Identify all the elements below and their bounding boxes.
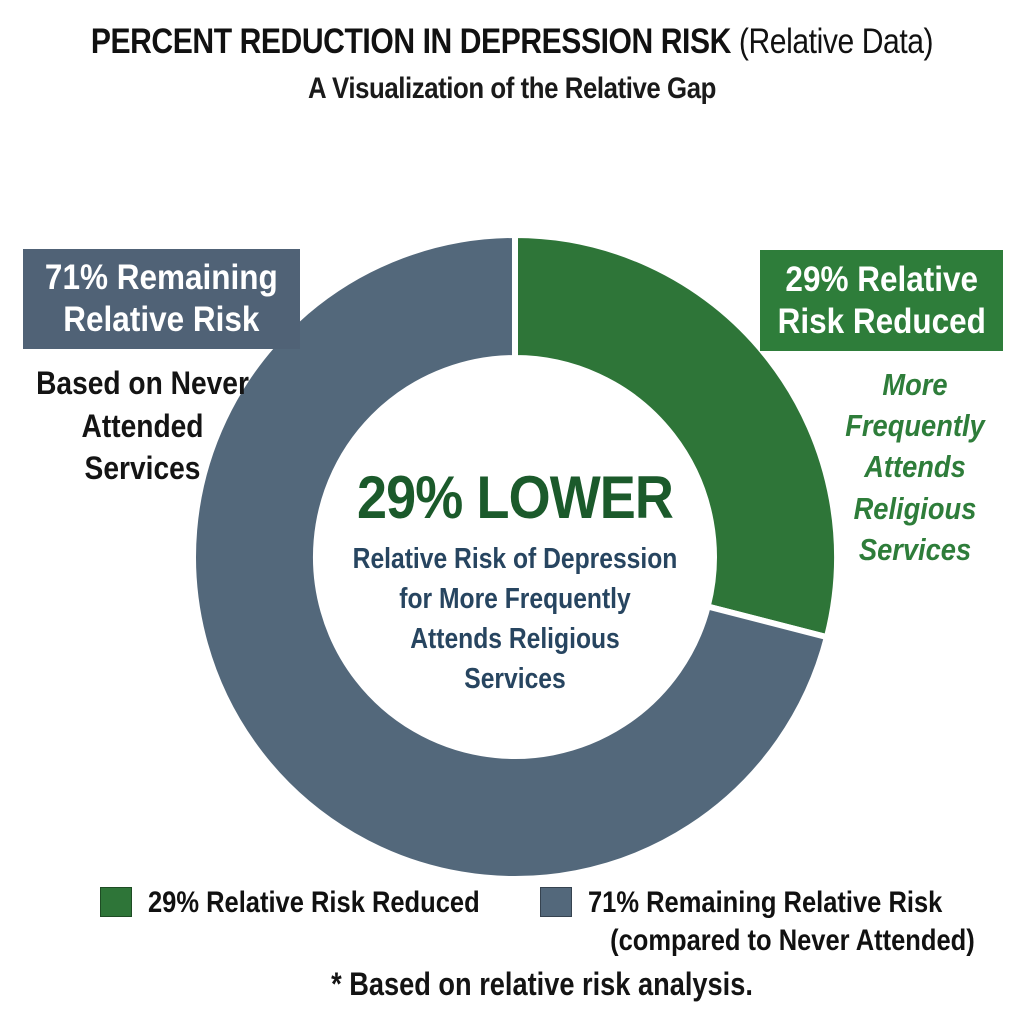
center-headline: 29% LOWER xyxy=(357,464,674,531)
donut-slice-risk-reduced xyxy=(512,232,840,641)
left-callout-box: 71% Remaining Relative Risk xyxy=(23,249,300,349)
legend-item-risk-reduced: 29% Relative Risk Reduced xyxy=(100,884,538,922)
legend-label-remaining-risk: 71% Remaining Relative Risk (compared to … xyxy=(588,886,975,957)
footnote: * Based on relative risk analysis. xyxy=(331,966,753,1002)
center-description: Relative Risk of Depression for More Freq… xyxy=(352,543,678,696)
page-title-suffix: (Relative Data) xyxy=(730,22,934,61)
page-subtitle: A Visualization of the Relative Gap xyxy=(308,72,716,105)
legend-label-risk-reduced: 29% Relative Risk Reduced xyxy=(148,886,480,919)
page-title: PERCENT REDUCTION IN DEPRESSION RISK (Re… xyxy=(72,22,953,62)
right-callout-box-label: 29% Relative Risk Reduced xyxy=(777,259,986,341)
legend-swatch-slate xyxy=(540,887,572,917)
legend-item-remaining-risk: 71% Remaining Relative Risk (compared to … xyxy=(540,884,1024,959)
left-callout-sublabel: Based on Never Attended Services xyxy=(36,365,249,487)
left-callout-box-label: 71% Remaining Relative Risk xyxy=(45,258,278,339)
donut-center-label: 29% LOWER Relative Risk of Depression for… xyxy=(255,466,775,699)
right-callout-box: 29% Relative Risk Reduced xyxy=(760,250,1003,351)
right-callout-sublabel: More Frequently Attends Religious Services xyxy=(845,367,985,567)
legend-swatch-green xyxy=(100,887,132,917)
page-title-main: PERCENT REDUCTION IN DEPRESSION RISK xyxy=(90,22,732,61)
donut-slice-remaining-risk xyxy=(190,232,830,882)
